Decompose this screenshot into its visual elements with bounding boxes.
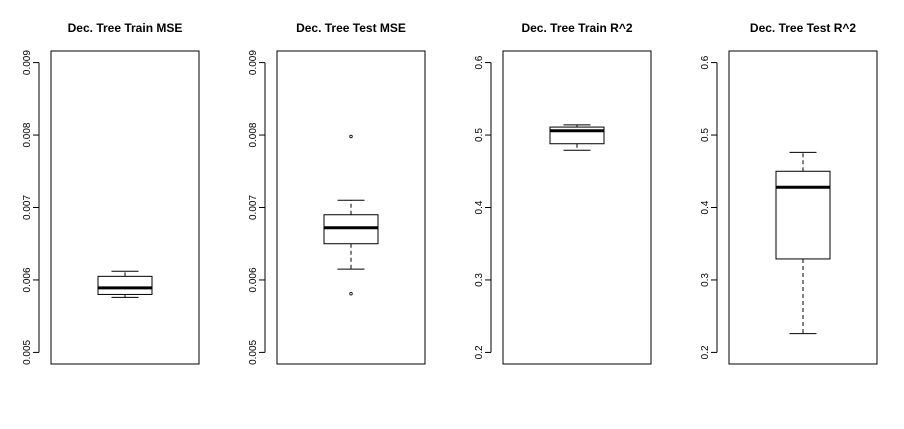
outlier-point <box>349 134 353 139</box>
chart-title: Dec. Tree Test MSE <box>296 21 406 35</box>
plot-frame <box>276 50 426 365</box>
y-tick-label: 0.5 <box>700 128 711 142</box>
y-tick-label: 0.6 <box>700 55 711 69</box>
y-tick-label: 0.005 <box>22 339 33 364</box>
y-tick-label: 0.006 <box>22 267 33 292</box>
y-tick-label: 0.007 <box>22 195 33 220</box>
plot-frame <box>50 50 200 365</box>
y-tick-label: 0.008 <box>22 122 33 147</box>
chart-title: Dec. Tree Train MSE <box>68 21 183 35</box>
y-tick-label: 0.2 <box>700 345 711 359</box>
y-tick-label: 0.009 <box>248 50 259 75</box>
chart-title: Dec. Tree Test R^2 <box>750 21 856 35</box>
outlier-point <box>349 292 353 296</box>
y-tick-label: 0.008 <box>248 122 259 147</box>
boxplot-panel: Dec. Tree Train MSE 0.005 0.006 0.007 0.008 0… <box>22 21 200 365</box>
boxplot-panel: Dec. Tree Train R^2 0.2 0.3 0.4 0.5 0.6 <box>474 21 652 365</box>
chart-title: Dec. Tree Train R^2 <box>521 21 632 35</box>
y-tick-label: 0.3 <box>474 273 485 287</box>
y-tick-label: 0.006 <box>248 267 259 292</box>
y-tick-label: 0.5 <box>474 128 485 142</box>
y-tick-label: 0.007 <box>248 195 259 220</box>
y-tick-label: 0.4 <box>474 200 485 214</box>
iqr-box <box>97 275 153 295</box>
y-tick-label: 0.2 <box>474 345 485 359</box>
y-tick-label: 0.3 <box>700 273 711 287</box>
y-tick-label: 0.6 <box>474 55 485 69</box>
boxplot-panel: Dec. Tree Test R^2 0.2 0.3 0.4 0.5 0.6 <box>700 21 878 365</box>
boxplot-panel: Dec. Tree Test MSE 0.005 0.006 0.007 0.008 0.… <box>248 21 426 365</box>
y-tick-label: 0.009 <box>22 50 33 75</box>
iqr-box <box>775 170 831 260</box>
y-tick-label: 0.4 <box>700 200 711 214</box>
y-tick-label: 0.005 <box>248 339 259 364</box>
plot-frame <box>502 50 652 365</box>
plot-frame <box>728 50 878 365</box>
